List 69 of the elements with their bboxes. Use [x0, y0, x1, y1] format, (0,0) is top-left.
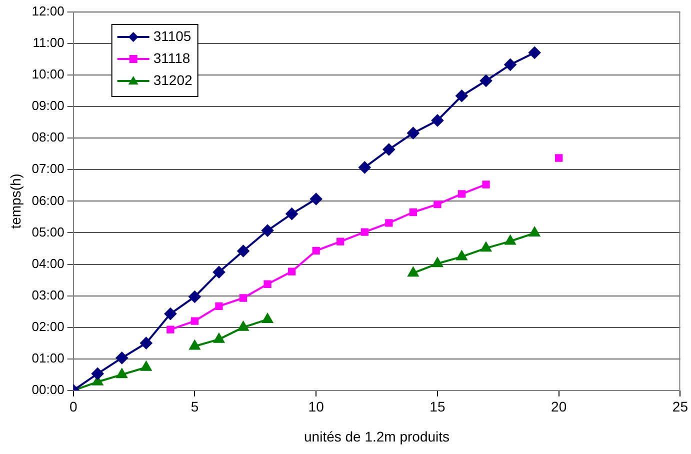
point [456, 90, 468, 102]
y-tick-label: 04:00 [32, 256, 64, 271]
point [215, 302, 223, 310]
point [264, 280, 272, 288]
legend-label: 31105 [153, 28, 192, 44]
point [456, 250, 468, 260]
y-tick-label: 06:00 [32, 192, 64, 208]
x-axis-title: unités de 1.2m produits [304, 428, 450, 444]
y-tick-label: 08:00 [32, 130, 64, 145]
y-tick-label: 11:00 [32, 35, 64, 50]
y-tick-label: 01:00 [32, 350, 64, 366]
point [188, 290, 201, 303]
x-tick-label: 5 [190, 398, 199, 415]
y-tick-label: 03:00 [32, 287, 64, 302]
point [116, 368, 128, 378]
point [407, 127, 420, 140]
point [528, 46, 541, 59]
x-tick-label: 0 [69, 398, 78, 415]
point [262, 224, 274, 237]
point [385, 219, 393, 227]
point [238, 321, 249, 331]
y-tick-label: 10:00 [32, 66, 64, 82]
point [140, 337, 152, 350]
y-axis-title: temps(h) [7, 174, 24, 229]
point [504, 235, 516, 245]
point [212, 266, 225, 278]
point [286, 208, 298, 220]
point [140, 361, 152, 371]
point [336, 238, 344, 246]
point [458, 190, 466, 198]
point [310, 192, 322, 205]
point [312, 246, 320, 255]
point [504, 58, 516, 71]
y-tick-label: 09:00 [32, 98, 64, 114]
point [408, 267, 419, 277]
point [529, 227, 540, 237]
point [190, 317, 199, 325]
y-tick-label: 07:00 [32, 161, 64, 176]
y-tick-label: 12:00 [32, 4, 64, 19]
legend-label: 31202 [153, 72, 192, 88]
x-tick-label: 10 [308, 398, 324, 415]
point [166, 326, 174, 334]
y-tick-label: 00:00 [32, 382, 64, 397]
point [434, 200, 442, 208]
point [214, 333, 224, 343]
point [409, 208, 418, 216]
point [262, 313, 273, 323]
x-tick-label: 20 [551, 398, 567, 415]
point [382, 143, 395, 156]
point [482, 180, 490, 188]
y-tick-label: 05:00 [32, 224, 64, 240]
y-tick-label: 02:00 [32, 318, 64, 334]
point [555, 154, 563, 162]
point [431, 114, 444, 126]
point [358, 161, 371, 174]
point [480, 242, 492, 252]
point [480, 74, 492, 87]
point [239, 294, 248, 302]
x-tick-label: 25 [672, 398, 688, 415]
point [360, 228, 368, 236]
point [116, 352, 128, 364]
point [432, 258, 443, 268]
legend-label: 31118 [153, 50, 190, 66]
x-tick-label: 15 [430, 398, 446, 415]
point [92, 368, 104, 380]
point [237, 245, 250, 258]
point [164, 308, 176, 320]
point [189, 340, 200, 350]
point [288, 268, 296, 276]
